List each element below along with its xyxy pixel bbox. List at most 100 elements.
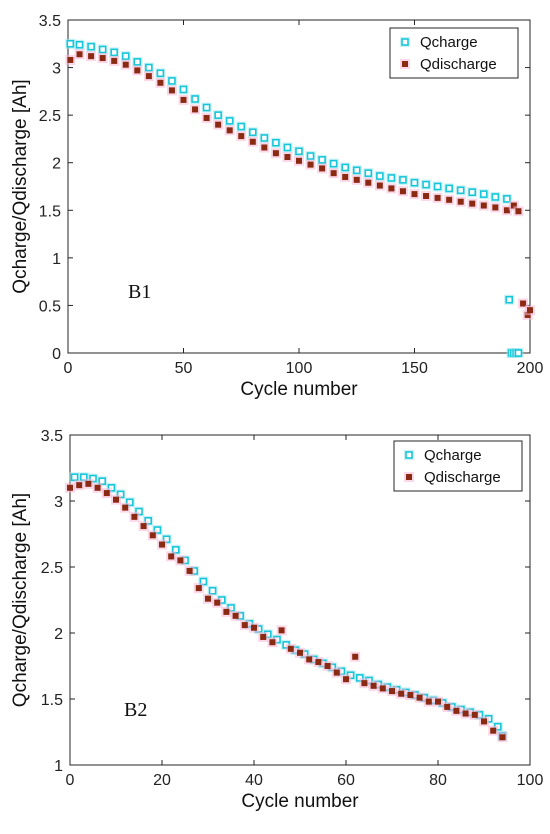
qcharge-point [341,163,350,172]
qdischarge-point [297,649,303,656]
qdischarge-point [177,557,184,564]
legend-label: Qdischarge [420,56,497,73]
y-tick-label: 2 [54,626,63,643]
qdischarge-point [99,55,106,62]
qcharge-point [364,169,373,177]
qdischarge-point [195,585,202,592]
qdischarge-point [103,490,110,497]
qdischarge-point [296,157,302,164]
qcharge-point [225,117,234,125]
qdischarge-point [399,188,406,195]
legend-qcharge-marker [401,38,409,46]
qdischarge-point [145,73,152,80]
y-axis-label: Qcharge/Qdischarge [Ah] [10,493,31,707]
qdischarge-point [122,504,129,511]
qdischarge-point [88,53,95,60]
qdischarge-point [379,685,386,692]
qdischarge-point [67,56,74,63]
qdischarge-point [499,734,506,741]
x-tick-label: 0 [64,360,73,377]
y-tick-label: 0 [52,346,61,363]
qdischarge-point [272,150,279,157]
x-tick-label: 50 [175,360,193,377]
qdischarge-point [361,680,368,687]
y-tick-label: 3 [54,494,63,511]
qdischarge-point [343,676,349,683]
qcharge-point [456,186,465,195]
x-tick-label: 20 [153,772,171,789]
qdischarge-point [140,523,147,530]
qcharge-point [387,174,396,182]
qdischarge-point [157,79,164,86]
panel-label: B2 [124,699,147,721]
x-tick-label: 0 [66,772,75,789]
qcharge-point [179,85,188,94]
qcharge-point [491,193,500,201]
y-tick-label: 1 [52,251,61,268]
y-tick-label: 1.5 [41,692,63,709]
x-axis-label: Cycle number [241,791,359,812]
qdischarge-point [376,182,383,189]
qdischarge-point [186,567,193,574]
qdischarge-point [260,633,267,640]
qdischarge-point [510,202,517,209]
panel-label: B1 [128,281,151,303]
qcharge-point [318,156,326,164]
qdischarge-point [232,612,239,619]
qdischarge-point [131,513,138,520]
qdischarge-point [113,496,119,503]
qdischarge-point [319,165,326,172]
qdischarge-point [76,482,83,489]
qcharge-point [445,184,453,193]
qdischarge-point [205,595,211,602]
qdischarge-point [416,694,423,701]
qdischarge-point [94,484,101,491]
chart-b2: 0 20 40 60 80 100 1 1.5 2 2.5 3 3.5 Cycle number Qcha… [0,417,550,834]
qcharge-point [156,69,165,78]
qcharge-point [479,190,488,198]
legend-qdischarge-marker [406,474,412,480]
qdischarge-point [223,608,230,615]
qdischarge-point [238,133,245,140]
y-tick-label: 2.5 [39,108,61,125]
qcharge-point [168,77,176,85]
x-tick-label: 40 [245,772,263,789]
qdischarge-point [446,196,453,203]
qdischarge-point [67,484,73,491]
qdischarge-point [481,718,487,725]
qdischarge-point [269,639,276,646]
qdischarge-point [444,703,451,710]
x-tick-label: 200 [517,360,544,377]
qdischarge-point [284,154,291,161]
qdischarge-point [480,202,487,209]
y-tick-label: 2 [52,156,61,173]
qdischarge-point [457,198,464,205]
chart-b1-svg: 0 50 100 150 200 0 0.5 1 1.5 2 2.5 3 3.5 Cycle number… [10,13,544,400]
qcharge-point [295,147,303,156]
qdischarge-point [411,191,418,198]
legend-label: Qcharge [420,34,478,51]
qdischarge-point [214,599,221,606]
qcharge-point [433,182,442,191]
qdischarge-point [76,51,83,58]
y-tick-label: 0.5 [39,298,61,315]
chart-b2-svg: 0 20 40 60 80 100 1 1.5 2 2.5 3 3.5 Cycle number Qcha… [10,428,544,812]
y-tick-label: 2.5 [41,560,63,577]
qdischarge-point [307,161,314,168]
qdischarge-point [370,682,377,689]
qdischarge-point [389,688,395,695]
qdischarge-point [515,208,522,215]
qcharge-point [202,103,211,112]
x-tick-label: 100 [517,772,544,789]
qdischarge-point [434,194,441,201]
x-tick-label: 60 [337,772,355,789]
qdischarge-point [407,692,414,699]
qcharge-point [87,42,95,51]
qdischarge-point [453,707,460,714]
qdischarge-point [503,207,510,214]
qdischarge-point [342,173,349,180]
qdischarge-point [287,645,294,652]
qdischarge-point [388,185,395,192]
qcharge-point [514,349,523,357]
qdischarge-point [315,659,322,666]
